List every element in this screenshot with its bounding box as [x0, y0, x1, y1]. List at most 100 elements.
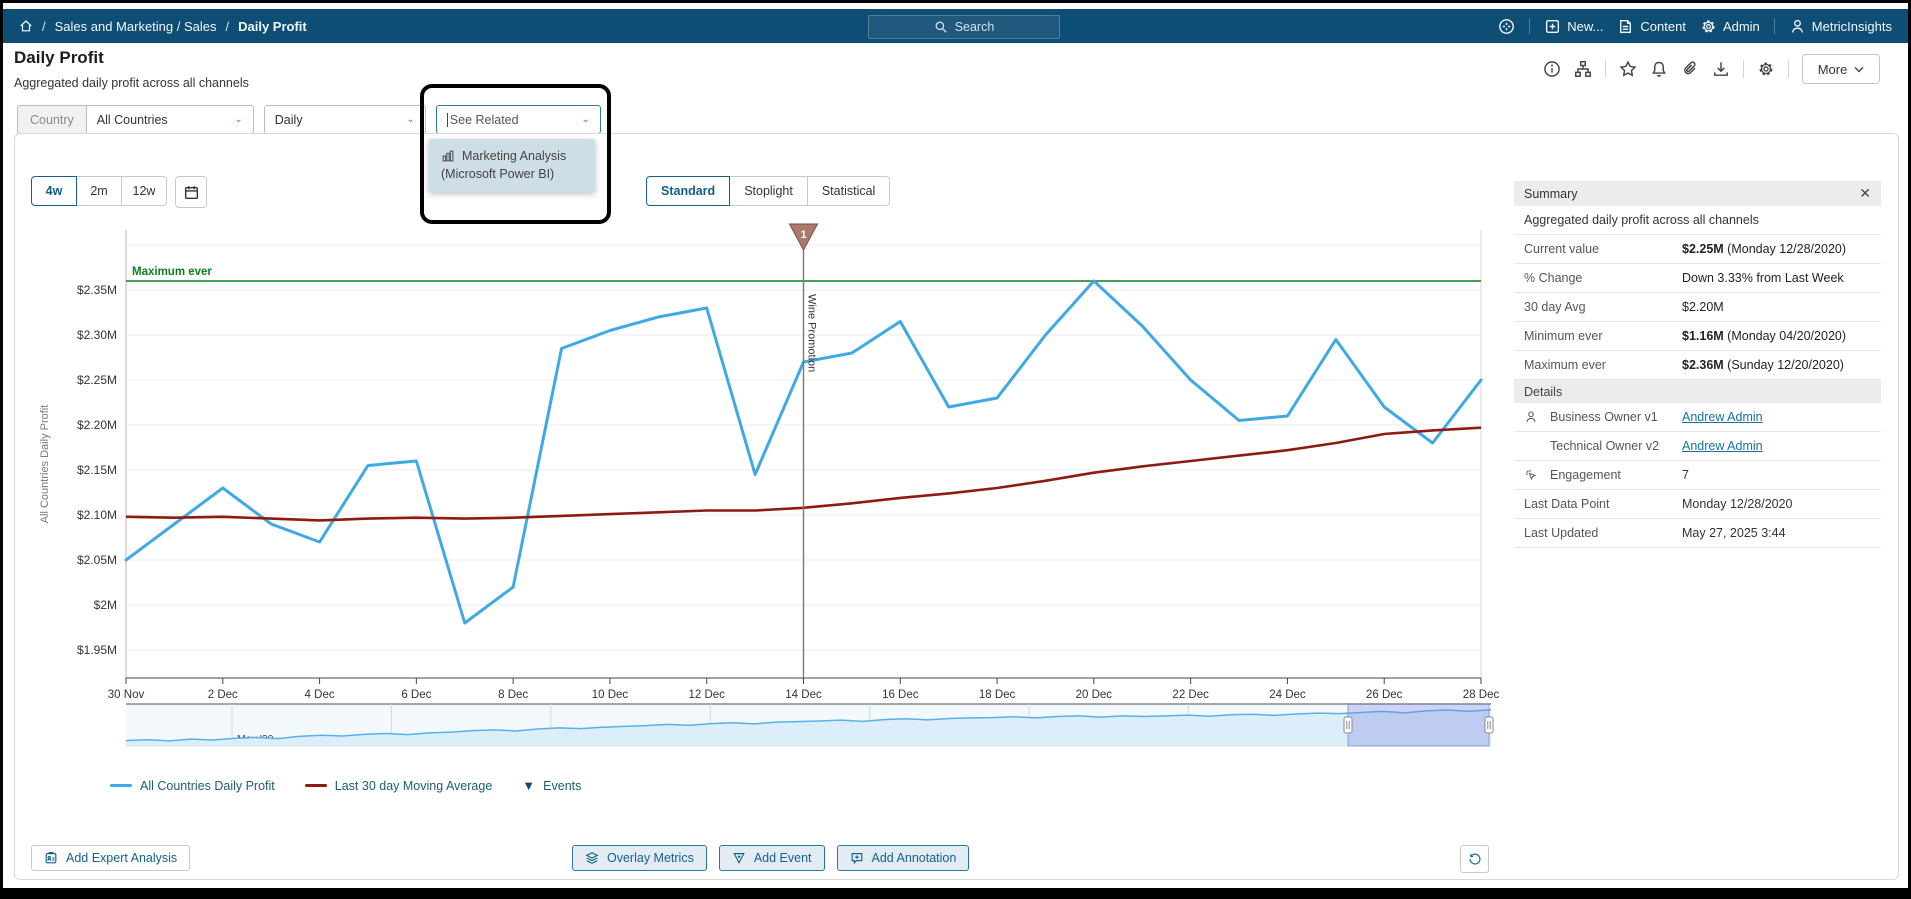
related-item-marketing-analysis[interactable]: Marketing Analysis (Microsoft Power BI): [429, 139, 595, 193]
detail-row: Technical Owner v2 Andrew Admin: [1514, 432, 1881, 461]
admin-button[interactable]: Admin: [1700, 18, 1760, 35]
summary-row-label: Minimum ever: [1524, 329, 1603, 343]
y-tick-label: $1.95M: [77, 643, 117, 657]
content-button[interactable]: Content: [1617, 18, 1686, 35]
more-button[interactable]: More: [1802, 54, 1880, 84]
search-input[interactable]: Search: [868, 15, 1060, 39]
content-label: Content: [1640, 18, 1686, 34]
add-annotation-button[interactable]: Add Annotation: [836, 845, 970, 871]
add-expert-analysis-button[interactable]: Add Expert Analysis: [31, 845, 191, 871]
x-tick-label: 16 Dec: [882, 689, 919, 701]
detail-label: Last Updated: [1524, 526, 1599, 540]
layers-icon: [585, 851, 599, 865]
timeline-handle-left[interactable]: [1343, 716, 1353, 734]
admin-label: Admin: [1722, 18, 1760, 34]
document-icon: [1617, 18, 1634, 35]
summary-row: Maximum ever $2.36M (Sunday 12/20/2020): [1514, 351, 1881, 380]
new-button[interactable]: New...: [1544, 18, 1603, 35]
detail-label: Business Owner v1: [1550, 410, 1658, 424]
breadcrumb-path[interactable]: Sales and Marketing / Sales: [54, 18, 217, 34]
related-item-line2: (Microsoft Power BI): [441, 167, 555, 182]
breadcrumb-separator: /: [42, 18, 46, 34]
country-filter-label: Country: [17, 105, 86, 134]
attachment-icon[interactable]: [1681, 60, 1699, 78]
timeline-handle-right[interactable]: [1484, 716, 1494, 734]
last-updated-value: May 27, 2025 3:44: [1682, 526, 1786, 540]
breadcrumb: / Sales and Marketing / Sales / Daily Pr…: [19, 19, 307, 34]
user-label: MetricInsights: [1811, 18, 1892, 34]
detail-row: Engagement 7: [1514, 461, 1881, 490]
chevron-down-icon: [1854, 66, 1864, 73]
notification-bell-icon[interactable]: [1650, 60, 1668, 78]
more-label: More: [1817, 61, 1848, 77]
add-event-button[interactable]: Add Event: [718, 845, 825, 871]
summary-row-label: % Change: [1524, 271, 1583, 285]
x-tick-label: 18 Dec: [979, 689, 1016, 701]
y-axis-title: All Countries Daily Profit: [39, 405, 51, 524]
overlay-metrics-button[interactable]: Overlay Metrics: [572, 845, 707, 871]
y-tick-label: $2.25M: [77, 373, 117, 387]
last-data-point-value: Monday 12/28/2020: [1682, 497, 1793, 511]
timeline-selection[interactable]: [1347, 703, 1490, 747]
calendar-icon: [183, 184, 200, 201]
reset-history-button[interactable]: [1460, 845, 1489, 873]
power-bi-icon: [441, 149, 455, 163]
tab-statistical[interactable]: Statistical: [807, 176, 891, 206]
x-tick-label: 6 Dec: [401, 689, 431, 701]
gear-icon: [1700, 18, 1717, 35]
summary-row: % Change Down 3.33% from Last Week: [1514, 264, 1881, 293]
x-tick-label: 20 Dec: [1076, 689, 1113, 701]
range-4w-button[interactable]: 4w: [31, 176, 77, 206]
summary-row-value: Down 3.33% from Last Week: [1682, 271, 1844, 285]
settings-gear-icon[interactable]: [1757, 60, 1775, 78]
summary-row-label: Current value: [1524, 242, 1600, 256]
red-line-swatch: [304, 784, 327, 787]
range-2m-button[interactable]: 2m: [77, 176, 122, 206]
legend-daily-profit[interactable]: All Countries Daily Profit: [110, 779, 275, 793]
x-tick-label: 28 Dec: [1463, 689, 1500, 701]
blue-line-swatch: [110, 784, 132, 787]
home-icon[interactable]: [19, 19, 33, 33]
business-owner-link[interactable]: Andrew Admin: [1682, 410, 1763, 424]
technical-owner-link[interactable]: Andrew Admin: [1682, 439, 1763, 453]
summary-row: Minimum ever $1.16M (Monday 04/20/2020): [1514, 322, 1881, 351]
range-selector: 4w 2m 12w: [31, 176, 167, 206]
legend-label: All Countries Daily Profit: [140, 778, 275, 793]
chevron-down-icon: ⌄: [234, 114, 243, 125]
legend-label: Events: [543, 778, 582, 793]
overlay-metrics-label: Overlay Metrics: [607, 851, 694, 865]
tab-standard[interactable]: Standard: [646, 176, 731, 206]
breadcrumb-separator2: /: [225, 18, 230, 34]
see-related-value: See Related: [449, 112, 519, 127]
range-12w-button[interactable]: 12w: [122, 176, 167, 206]
legend-events[interactable]: ▼ Events: [522, 778, 581, 793]
comment-plus-icon: [850, 851, 864, 865]
legend-moving-average[interactable]: Last 30 day Moving Average: [304, 779, 492, 793]
lineage-icon[interactable]: [1574, 60, 1592, 78]
summary-title: Summary: [1524, 186, 1578, 201]
favorite-star-icon[interactable]: [1619, 60, 1637, 78]
period-select[interactable]: Daily ⌄: [263, 105, 426, 134]
calendar-button[interactable]: [175, 176, 207, 208]
search-icon: [934, 20, 948, 34]
x-tick-label: 4 Dec: [305, 689, 335, 701]
summary-row-label: Maximum ever: [1524, 358, 1606, 372]
user-menu[interactable]: MetricInsights: [1789, 18, 1892, 35]
tab-stoplight[interactable]: Stoplight: [730, 176, 808, 206]
detail-label: Engagement: [1550, 468, 1621, 482]
explore-icon[interactable]: [1498, 18, 1515, 35]
filter-row: Country All Countries ⌄ Daily ⌄ See Rela…: [17, 105, 601, 134]
info-icon[interactable]: [1543, 60, 1561, 78]
country-select[interactable]: All Countries ⌄: [85, 105, 254, 134]
engagement-cursor-icon: [1524, 468, 1538, 482]
event-funnel-icon: [732, 851, 746, 865]
see-related-select[interactable]: See Related ⌄: [435, 105, 601, 134]
event-triangle-icon: ▼: [522, 778, 536, 793]
plus-square-icon: [1544, 18, 1561, 35]
event-marker[interactable]: [788, 223, 819, 252]
y-tick-label: $2.05M: [77, 553, 117, 567]
close-icon[interactable]: ✕: [1859, 185, 1871, 201]
download-icon[interactable]: [1712, 60, 1730, 78]
detail-label: Last Data Point: [1524, 497, 1610, 511]
y-tick-label: $2.10M: [77, 508, 117, 522]
